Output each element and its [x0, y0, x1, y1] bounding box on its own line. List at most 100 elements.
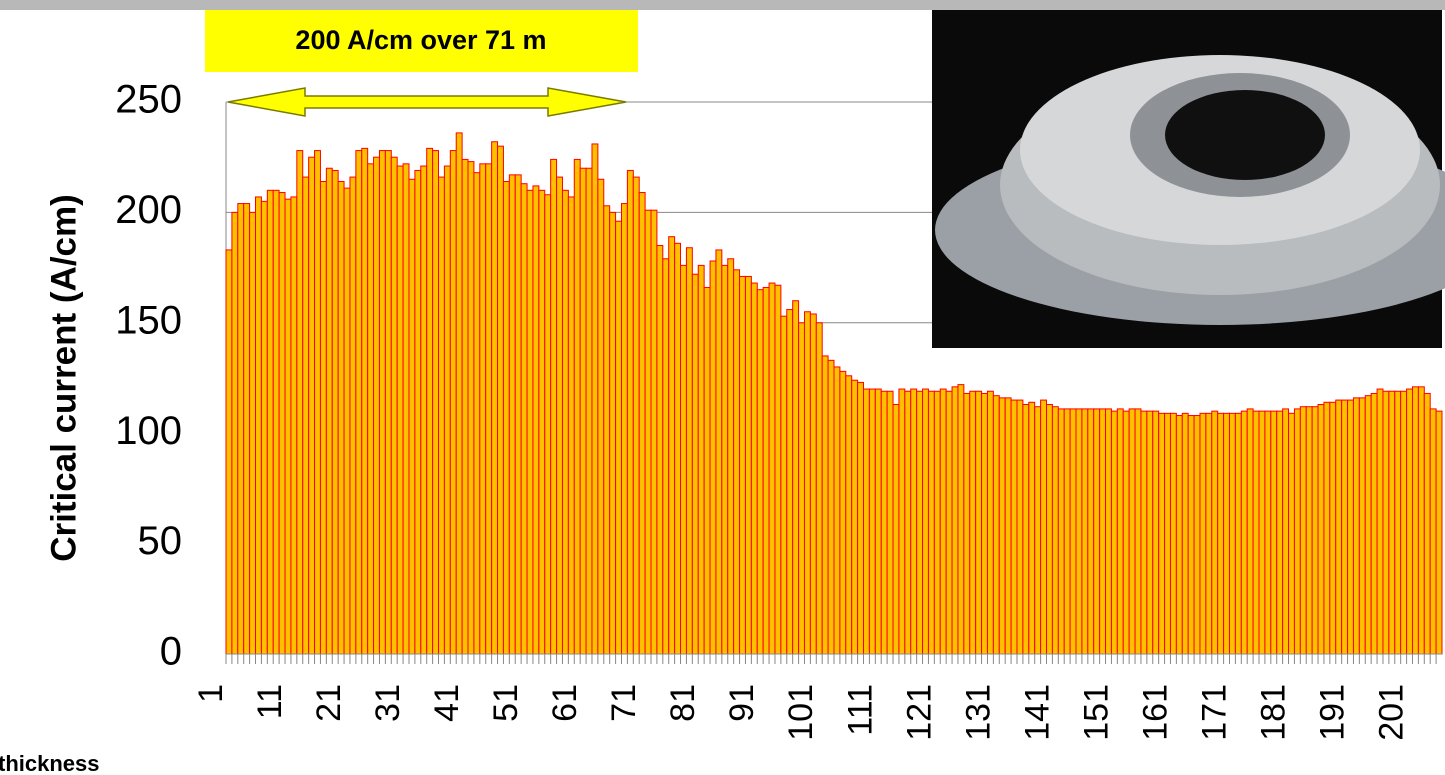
bar: [526, 189, 534, 655]
bar: [449, 150, 457, 655]
bar: [367, 163, 375, 655]
bar: [1358, 397, 1366, 655]
bar: [414, 169, 422, 655]
annotation-box: [205, 10, 638, 72]
bar: [809, 313, 817, 655]
bar: [438, 176, 445, 655]
bar: [260, 200, 268, 655]
bar: [922, 388, 929, 655]
x-tick-label: 201: [1373, 684, 1411, 741]
bar: [1288, 412, 1295, 655]
bar: [373, 156, 380, 655]
bar: [266, 189, 274, 655]
bar: [792, 300, 800, 655]
bar: [1193, 415, 1201, 655]
bar: [1128, 408, 1136, 655]
bar: [396, 165, 404, 655]
bar: [556, 176, 563, 655]
bar: [343, 187, 351, 655]
bar: [1122, 410, 1130, 655]
x-tick-label: 111: [841, 684, 879, 736]
bar: [1199, 412, 1207, 655]
bar: [455, 132, 463, 655]
bar: [284, 198, 292, 655]
y-tick-label: 200: [115, 188, 182, 232]
bar: [721, 264, 729, 655]
bar: [1205, 412, 1213, 655]
bar: [1164, 412, 1171, 655]
bar: [916, 390, 924, 655]
bar: [1423, 392, 1431, 655]
bar: [780, 315, 788, 655]
bar: [727, 258, 735, 655]
bar: [1264, 410, 1272, 655]
bar: [615, 220, 622, 655]
bar: [957, 384, 965, 655]
bar: [1046, 403, 1053, 655]
bar: [1246, 408, 1254, 655]
bar: [1158, 412, 1166, 655]
bar: [1175, 415, 1183, 655]
bar: [815, 322, 823, 655]
bar: [632, 176, 640, 655]
bar: [685, 247, 693, 655]
bar: [314, 150, 321, 655]
bar: [1335, 399, 1343, 655]
x-tick-label: 161: [1136, 684, 1174, 741]
bar: [390, 156, 398, 655]
bar: [514, 174, 522, 655]
bar: [1040, 399, 1048, 655]
x-tick-label: 61: [546, 684, 584, 722]
y-tick-label: 0: [160, 630, 182, 674]
bar: [1075, 408, 1083, 655]
bar: [1217, 412, 1225, 655]
bar: [839, 370, 847, 655]
bar: [886, 390, 894, 655]
bar: [1364, 395, 1372, 655]
bar: [650, 209, 658, 655]
bar: [378, 150, 386, 655]
bar: [1057, 408, 1065, 655]
x-tick-label: 191: [1313, 684, 1351, 741]
bar: [290, 196, 298, 655]
y-tick-label: 250: [115, 78, 182, 122]
bar: [402, 163, 410, 655]
bar: [1429, 408, 1437, 655]
bar: [573, 158, 581, 655]
bar: [485, 163, 493, 655]
bar: [1004, 397, 1012, 655]
bar: [384, 150, 392, 655]
bar: [597, 178, 605, 655]
annotation: 200 A/cm over 71 m: [295, 25, 546, 55]
bar: [426, 147, 434, 655]
bar: [361, 147, 369, 655]
bar: [662, 258, 670, 655]
bar: [337, 180, 345, 655]
bar: [750, 282, 758, 655]
bar: [579, 167, 587, 655]
x-tick-label: 51: [487, 684, 525, 722]
bar: [1028, 401, 1036, 655]
x-tick-label: 151: [1077, 684, 1115, 741]
bar: [308, 156, 316, 655]
bar: [331, 169, 339, 655]
bar: [1417, 386, 1425, 655]
bar: [1252, 410, 1260, 655]
bar: [638, 192, 646, 655]
bar: [473, 172, 481, 655]
bar: [644, 209, 652, 655]
x-tick-label: 1: [192, 684, 230, 703]
footnote: thickness: [0, 751, 100, 775]
x-tick-label: 11: [251, 684, 289, 719]
bar: [762, 286, 770, 655]
bar: [680, 264, 687, 655]
bar: [544, 194, 552, 655]
bar: [715, 249, 723, 655]
bar: [691, 273, 699, 655]
bar: [668, 236, 676, 655]
bar: [491, 141, 499, 655]
bar: [975, 390, 983, 655]
bar: [910, 388, 918, 655]
bar: [1388, 390, 1396, 655]
